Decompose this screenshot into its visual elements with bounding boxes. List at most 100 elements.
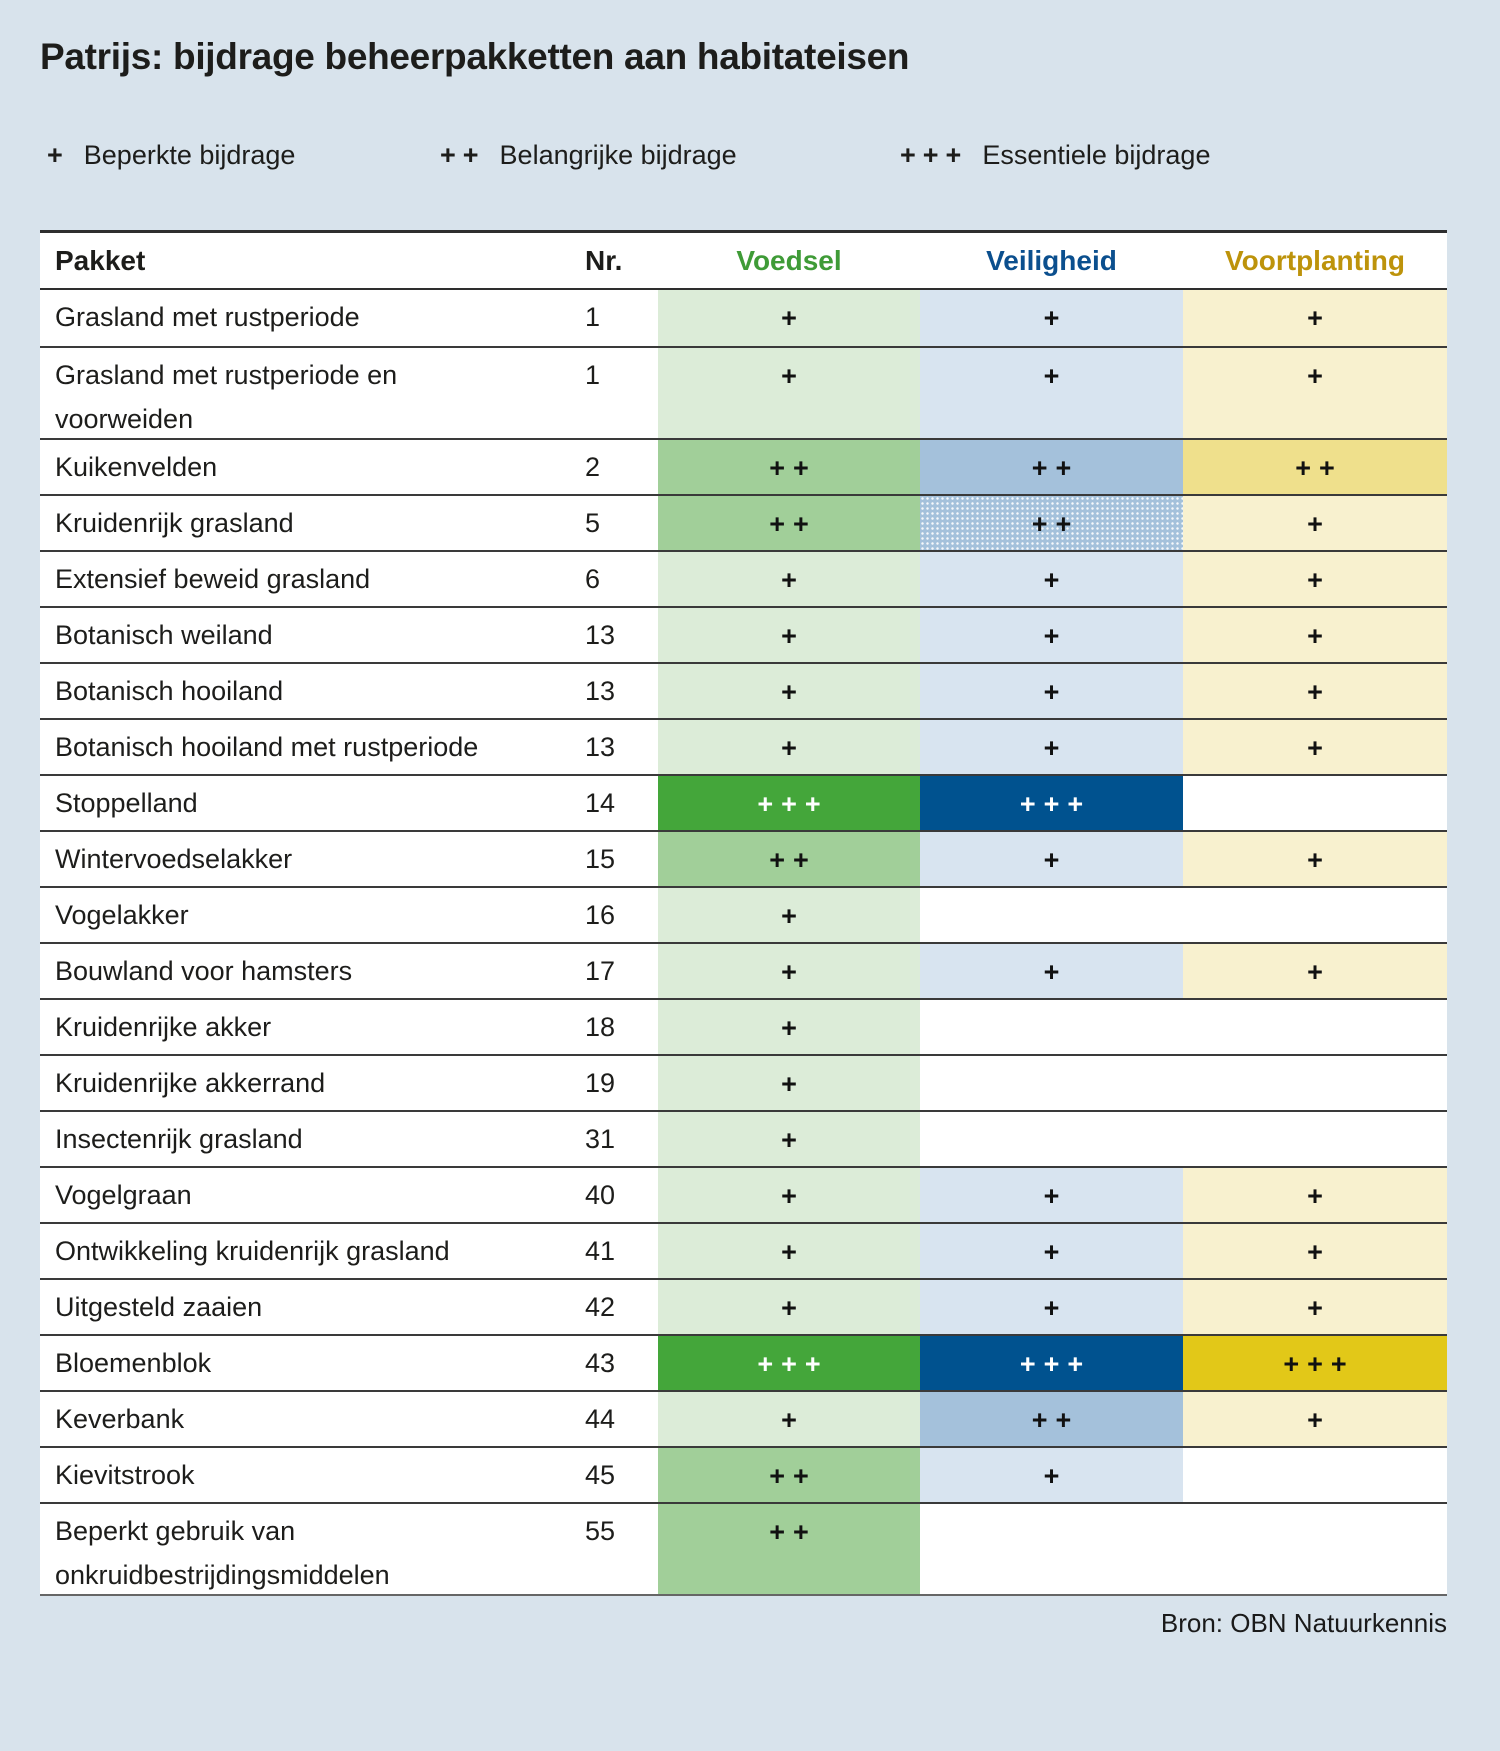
cell-veiligheid: ++ — [920, 1392, 1183, 1446]
legend-label: Beperkte bijdrage — [83, 140, 296, 170]
row-nr-value: 19 — [585, 1068, 616, 1098]
row-pakket-label: Bloemenblok — [55, 1348, 212, 1378]
table-body: Grasland met rustperiode 1 + + + Graslan… — [40, 290, 1447, 1594]
table-row: Kievitstrook 45 ++ + — [40, 1446, 1447, 1502]
cell-value: + — [781, 303, 805, 333]
cell-voortplanting: + — [1183, 1280, 1447, 1334]
cell-veiligheid: + — [920, 290, 1183, 346]
cell-value: +++ — [1019, 1349, 1092, 1379]
cell-voortplanting: + — [1183, 944, 1447, 998]
cell-value: + — [1307, 845, 1331, 875]
table-row: Bloemenblok 43 +++ +++ +++ — [40, 1334, 1447, 1390]
table-row: Botanisch weiland 13 + + + — [40, 606, 1447, 662]
cell-veiligheid: + — [920, 348, 1183, 438]
cell-value: + — [781, 1013, 805, 1043]
cell-value: + — [1307, 1181, 1331, 1211]
cell-value: + — [1043, 845, 1068, 875]
cell-value: + — [1043, 565, 1068, 595]
row-pakket-label: Stoppelland — [55, 788, 198, 818]
row-pakket-label: Wintervoedselakker — [55, 844, 293, 874]
cell-veiligheid: + — [920, 720, 1183, 774]
cell-veiligheid: ++ — [920, 440, 1183, 494]
cell-value: + — [1043, 1237, 1068, 1267]
cell-value: + — [1043, 677, 1068, 707]
cell-value: + — [781, 901, 805, 931]
row-pakket-label: Kruidenrijk grasland — [55, 508, 294, 538]
cell-veiligheid — [920, 1056, 1183, 1110]
cell-value: + — [1043, 303, 1068, 333]
table-row: Vogelakker 16 + — [40, 886, 1447, 942]
plus-plus-symbol: ++ — [440, 140, 486, 170]
cell-value: + — [781, 1181, 805, 1211]
row-pakket-label: Bouwland voor hamsters — [55, 956, 353, 986]
table-row: Grasland met rustperiode 1 + + + — [40, 290, 1447, 346]
table-row: Botanisch hooiland met rustperiode 13 + … — [40, 718, 1447, 774]
cell-voedsel: + — [658, 888, 920, 942]
cell-voortplanting: + — [1183, 1168, 1447, 1222]
cell-veiligheid: + — [920, 1224, 1183, 1278]
cell-value: + — [1307, 303, 1331, 333]
plus-symbol: + — [47, 140, 70, 170]
cell-voedsel: +++ — [658, 1336, 920, 1390]
cell-voortplanting: + — [1183, 832, 1447, 886]
row-nr-value: 40 — [585, 1180, 616, 1210]
cell-value: + — [1043, 1461, 1068, 1491]
row-nr-value: 15 — [585, 844, 616, 874]
cell-value: + — [1307, 677, 1331, 707]
row-nr-value: 44 — [585, 1404, 616, 1434]
cell-voedsel: + — [658, 552, 920, 606]
row-nr-value: 18 — [585, 1012, 616, 1042]
row-nr-value: 45 — [585, 1460, 616, 1490]
table-row: Keverbank 44 + ++ + — [40, 1390, 1447, 1446]
row-pakket-label: Grasland met rustperiode — [55, 302, 360, 332]
cell-value: + — [781, 677, 805, 707]
legend: + Beperkte bijdrage ++ Belangrijke bijdrag… — [0, 140, 1500, 180]
row-nr-value: 41 — [585, 1236, 616, 1266]
cell-voedsel: + — [658, 1112, 920, 1166]
table-row: Stoppelland 14 +++ +++ — [40, 774, 1447, 830]
table-row: Beperkt gebruik van onkruidbestrijdingsm… — [40, 1502, 1447, 1594]
cell-voortplanting — [1183, 776, 1447, 830]
row-nr-value: 13 — [585, 732, 616, 762]
cell-veiligheid: + — [920, 1168, 1183, 1222]
cell-voortplanting: +++ — [1183, 1336, 1447, 1390]
row-nr-value: 5 — [585, 508, 601, 538]
table-row: Extensief beweid grasland 6 + + + — [40, 550, 1447, 606]
cell-voedsel: + — [658, 1392, 920, 1446]
cell-voedsel: + — [658, 720, 920, 774]
page-title: Patrijs: bijdrage beheerpakketten aan ha… — [40, 36, 910, 77]
cell-value: + — [1043, 621, 1068, 651]
row-pakket-label: Keverbank — [55, 1404, 185, 1434]
cell-voortplanting: + — [1183, 290, 1447, 346]
cell-value: ++ — [769, 845, 817, 875]
cell-veiligheid: + — [920, 1280, 1183, 1334]
cell-value: + — [781, 1125, 805, 1155]
row-pakket-label: Kruidenrijke akkerrand — [55, 1068, 326, 1098]
cell-value: ++ — [1031, 453, 1080, 483]
cell-value: + — [1307, 361, 1331, 391]
cell-value: ++ — [769, 453, 817, 483]
column-header-voedsel: Voedsel — [736, 244, 842, 276]
row-nr-value: 1 — [585, 302, 601, 332]
cell-value: + — [1043, 361, 1068, 391]
row-pakket-label: Kruidenrijke akker — [55, 1012, 272, 1042]
cell-voortplanting: + — [1183, 720, 1447, 774]
cell-value: +++ — [757, 789, 829, 819]
cell-value: + — [1307, 565, 1331, 595]
row-pakket-label: Vogelakker — [55, 900, 189, 930]
cell-voedsel: ++ — [658, 832, 920, 886]
table-row: Grasland met rustperiode en voorweiden 1… — [40, 346, 1447, 438]
cell-veiligheid: + — [920, 832, 1183, 886]
cell-voortplanting: + — [1183, 664, 1447, 718]
row-pakket-label: Grasland met rustperiode en voorweiden — [55, 360, 398, 434]
row-nr-value: 6 — [585, 564, 601, 594]
cell-voortplanting — [1183, 1112, 1447, 1166]
cell-value: + — [781, 1237, 805, 1267]
cell-voortplanting: + — [1183, 348, 1447, 438]
cell-veiligheid — [920, 1504, 1183, 1594]
cell-value: + — [781, 1069, 805, 1099]
cell-voedsel: + — [658, 348, 920, 438]
cell-voedsel: + — [658, 1000, 920, 1054]
row-pakket-label: Kievitstrook — [55, 1460, 195, 1490]
cell-voedsel: + — [658, 608, 920, 662]
